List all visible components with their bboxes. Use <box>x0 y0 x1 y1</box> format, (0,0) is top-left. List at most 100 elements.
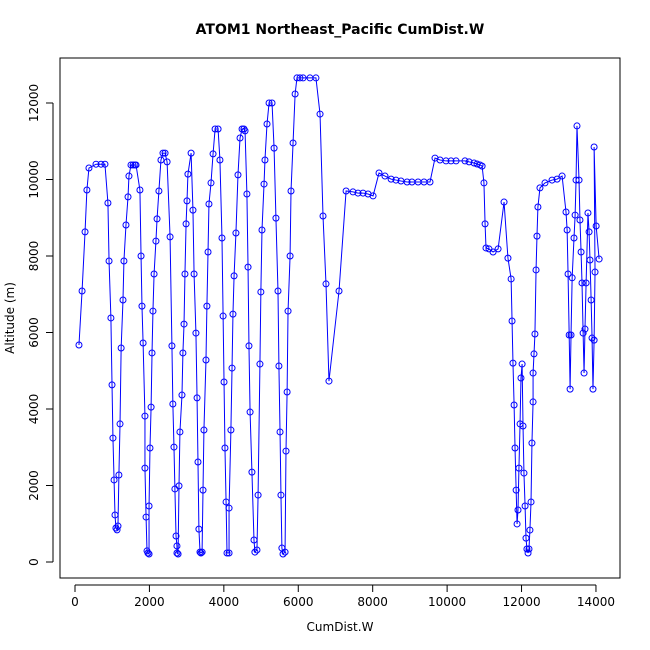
data-point <box>511 444 519 452</box>
data-point <box>354 189 362 197</box>
data-point <box>524 549 532 557</box>
data-point <box>533 232 541 240</box>
chart-title: ATOM1 Northeast_Pacific CumDist.W <box>196 22 485 38</box>
data-point <box>568 274 576 282</box>
data-point <box>281 548 289 556</box>
data-point <box>494 245 502 253</box>
data-point <box>509 359 517 367</box>
data-point <box>195 525 203 533</box>
data-point <box>514 506 522 514</box>
data-point <box>148 349 156 357</box>
data-point <box>184 170 192 178</box>
data-point <box>221 444 229 452</box>
data-point <box>159 149 167 157</box>
data-point <box>523 545 531 553</box>
data-point <box>452 157 460 165</box>
data-point <box>251 548 259 556</box>
data-point <box>155 187 163 195</box>
data-point <box>197 549 205 557</box>
data-point <box>174 550 182 558</box>
data-point <box>579 329 587 337</box>
data-point <box>572 176 580 184</box>
data-point <box>203 302 211 310</box>
data-point <box>369 192 377 200</box>
data-point <box>532 266 540 274</box>
data-point <box>508 317 516 325</box>
data-point <box>270 144 278 152</box>
data-point <box>481 220 489 228</box>
y-tick-label: 8000 <box>27 241 41 272</box>
data-point <box>577 248 585 256</box>
data-point <box>534 203 542 211</box>
data-point <box>263 120 271 128</box>
data-point <box>322 280 330 288</box>
data-point <box>342 187 350 195</box>
data-point <box>526 526 534 534</box>
data-point <box>168 342 176 350</box>
data-point <box>234 171 242 179</box>
data-point <box>590 143 598 151</box>
x-tick-label: 14000 <box>577 595 615 609</box>
data-point <box>447 157 455 165</box>
data-point <box>465 158 473 166</box>
data-point <box>229 310 237 318</box>
data-point <box>582 279 590 287</box>
data-point <box>522 534 530 542</box>
data-point <box>124 193 132 201</box>
data-point <box>442 157 450 165</box>
data-point <box>589 385 597 393</box>
data-point <box>541 179 549 187</box>
data-point <box>470 159 478 167</box>
data-point <box>359 189 367 197</box>
data-point <box>97 160 105 168</box>
y-tick-label: 2000 <box>27 470 41 501</box>
data-point <box>591 268 599 276</box>
data-point <box>198 548 206 556</box>
data-point <box>142 513 150 521</box>
data-point <box>312 74 320 82</box>
data-point <box>587 296 595 304</box>
data-point <box>527 498 535 506</box>
data-point <box>277 491 285 499</box>
data-point <box>78 287 86 295</box>
data-point <box>157 156 165 164</box>
data-point <box>246 408 254 416</box>
data-point <box>319 212 327 220</box>
data-point <box>480 179 488 187</box>
data-point <box>284 307 292 315</box>
data-point <box>104 199 112 207</box>
data-point <box>517 374 525 382</box>
data-point <box>144 549 152 557</box>
data-point <box>268 99 276 107</box>
data-point <box>139 339 147 347</box>
data-point <box>272 214 280 222</box>
data-point <box>530 350 538 358</box>
data-point <box>478 162 486 170</box>
data-point <box>245 342 253 350</box>
data-point <box>588 334 596 342</box>
data-point <box>575 176 583 184</box>
data-point <box>175 482 183 490</box>
data-point <box>116 420 124 428</box>
data-point <box>256 360 264 368</box>
data-point <box>381 172 389 180</box>
data-point <box>173 549 181 557</box>
x-tick-label: 2000 <box>134 595 165 609</box>
x-tick-label: 6000 <box>283 595 314 609</box>
data-point <box>531 330 539 338</box>
data-point <box>147 403 155 411</box>
data-point <box>529 369 537 377</box>
data-point <box>232 229 240 237</box>
data-point <box>567 331 575 339</box>
data-point <box>176 428 184 436</box>
data-point <box>216 156 224 164</box>
data-point <box>580 369 588 377</box>
y-tick-label: 4000 <box>27 394 41 425</box>
data-point <box>261 156 269 164</box>
data-point <box>299 74 307 82</box>
data-point <box>83 186 91 194</box>
data-point <box>220 378 228 386</box>
x-axis-label: CumDist.W <box>307 620 374 634</box>
data-point <box>119 296 127 304</box>
